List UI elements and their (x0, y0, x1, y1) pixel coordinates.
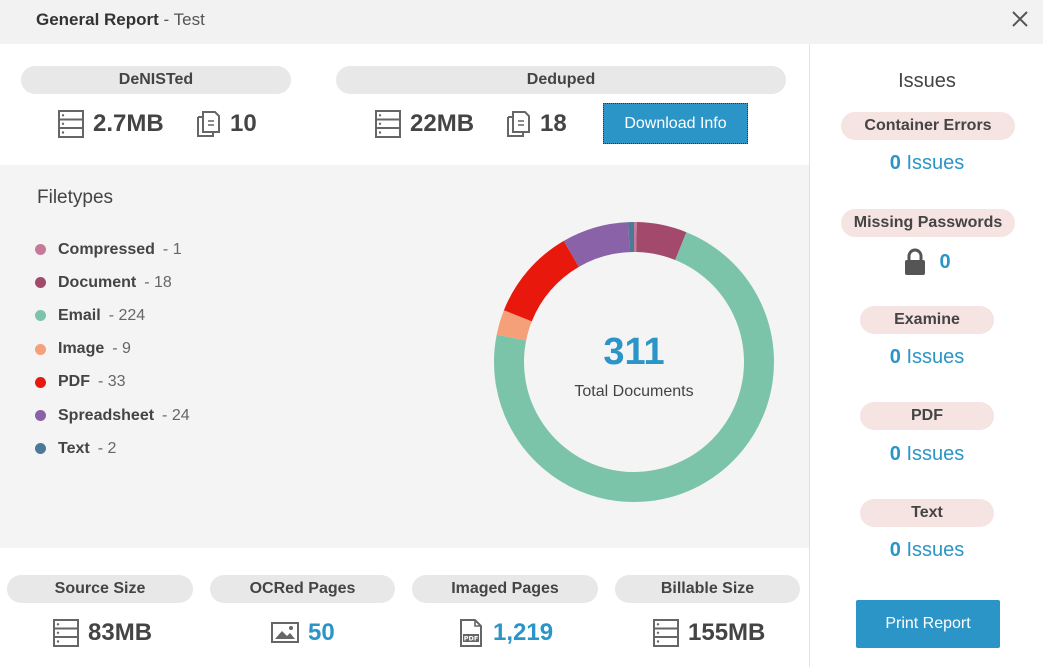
documents-icon (507, 111, 530, 137)
missing-passwords-count: 0 (939, 250, 951, 273)
total-documents-label: Total Documents (574, 383, 694, 400)
legend-count: - 2 (97, 439, 117, 457)
billable-size-label: Billable Size (615, 575, 800, 603)
report-title: General Report (36, 10, 159, 29)
report-main-panel: DeNISTed 2.7MB 10 Deduped 22MB (0, 44, 809, 667)
lock-icon (905, 248, 926, 275)
legend-item-pdf: PDF - 33 (35, 366, 190, 399)
pdf-issues-count: 0 (889, 443, 901, 465)
source-size: 83MB (53, 616, 152, 650)
image-icon (271, 622, 299, 643)
legend-dot (35, 443, 46, 455)
container-errors-value: 0 Issues (810, 152, 1043, 175)
missing-passwords-label: Missing Passwords (841, 209, 1015, 237)
legend-count: - 18 (144, 273, 172, 291)
imaged-pages: PDF 1,219 (458, 616, 553, 650)
report-subtitle: - Test (163, 10, 205, 29)
legend-dot (35, 277, 46, 289)
imaged-pages-value: 1,219 (493, 619, 554, 646)
documents-icon (197, 111, 220, 137)
legend-name: Image (58, 340, 105, 358)
ocred-pages: 50 (271, 616, 335, 650)
source-size-label: Source Size (7, 575, 193, 603)
server-icon (53, 619, 79, 647)
dialog-title: General Report - Test (36, 10, 205, 30)
legend-item-spreadsheet: Spreadsheet - 24 (35, 399, 190, 432)
denisted-count-value: 10 (230, 110, 257, 137)
close-icon[interactable] (1009, 8, 1031, 30)
text-issues-label: Text (860, 499, 994, 527)
billable-size: 155MB (653, 616, 765, 650)
denisted-count: 10 (195, 107, 257, 141)
source-size-value: 83MB (88, 619, 153, 646)
legend-dot (35, 410, 46, 422)
pdf-issues-suffix: Issues (906, 443, 965, 465)
deduped-size: 22MB (375, 107, 474, 141)
legend-item-image: Image - 9 (35, 333, 190, 366)
server-icon (653, 619, 679, 647)
billable-size-value: 155MB (688, 619, 766, 646)
container-errors-label: Container Errors (841, 112, 1015, 140)
donut-slice-pdf (503, 240, 580, 322)
legend-name: Document (58, 273, 137, 291)
legend-dot (35, 343, 46, 355)
examine-value: 0 Issues (810, 346, 1043, 369)
legend-name: Email (58, 306, 101, 324)
donut-slice-spreadsheet (563, 222, 631, 268)
denisted-label: DeNISTed (21, 66, 291, 94)
issues-panel: Issues Container Errors 0 Issues Missing… (809, 44, 1043, 667)
print-report-button[interactable]: Print Report (856, 600, 1000, 648)
ocred-pages-label: OCRed Pages (210, 575, 395, 603)
donut-slice-image (496, 310, 532, 341)
deduped-count-value: 18 (540, 110, 567, 137)
server-icon (58, 110, 84, 138)
legend-name: Spreadsheet (58, 406, 155, 424)
legend-name: Text (58, 439, 90, 457)
imaged-pages-label: Imaged Pages (412, 575, 598, 603)
pdf-issues-label: PDF (860, 402, 994, 430)
donut-slice-document (635, 222, 687, 261)
legend-dot (35, 244, 46, 256)
examine-label: Examine (860, 306, 994, 334)
legend-dot (35, 376, 46, 388)
text-issues-value: 0 Issues (810, 539, 1043, 562)
legend-name: PDF (58, 373, 90, 391)
legend-item-compressed: Compressed - 1 (35, 233, 190, 266)
pdf-issues-value: 0 Issues (810, 443, 1043, 466)
legend-count: - 24 (162, 406, 190, 424)
deduped-size-value: 22MB (410, 110, 475, 137)
denisted-size-value: 2.7MB (93, 110, 164, 137)
container-errors-suffix: Issues (906, 152, 965, 174)
legend-item-email: Email - 224 (35, 299, 190, 332)
download-info-button[interactable]: Download Info (603, 103, 748, 144)
legend-item-document: Document - 18 (35, 266, 190, 299)
svg-text:PDF: PDF (464, 635, 479, 643)
denisted-size: 2.7MB (58, 107, 164, 141)
legend-count: - 33 (98, 373, 126, 391)
total-documents-count: 311 (603, 331, 665, 373)
legend-dot (35, 310, 46, 322)
text-issues-count: 0 (889, 539, 901, 561)
filetypes-donut-chart (494, 222, 774, 502)
legend-item-text: Text - 2 (35, 432, 190, 465)
title-bar: General Report - Test (0, 0, 1043, 44)
container-errors-count: 0 (889, 152, 901, 174)
ocred-pages-value: 50 (308, 619, 335, 646)
legend-count: - 224 (108, 306, 146, 324)
issues-title: Issues (898, 70, 956, 92)
deduped-label: Deduped (336, 66, 786, 94)
text-issues-suffix: Issues (906, 539, 965, 561)
donut-slice-email (494, 232, 774, 502)
server-icon (375, 110, 401, 138)
examine-count: 0 (889, 346, 901, 368)
missing-passwords-value: 0 (810, 248, 1043, 276)
examine-suffix: Issues (906, 346, 965, 368)
legend-name: Compressed (58, 240, 155, 258)
deduped-count: 18 (505, 107, 567, 141)
filetypes-title: Filetypes (37, 187, 114, 208)
filetypes-legend: Compressed - 1 Document - 18 Email - 224… (35, 233, 190, 465)
legend-count: - 9 (112, 340, 131, 358)
pdf-file-icon: PDF (460, 619, 482, 647)
legend-count: - 1 (162, 240, 182, 258)
